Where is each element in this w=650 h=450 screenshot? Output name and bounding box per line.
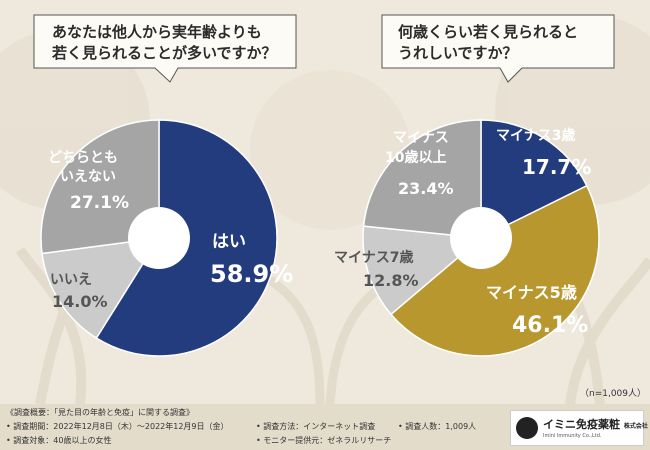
right-m10-label-line2: 10歳以上: [385, 149, 446, 166]
left-pie-slice-2: [40, 119, 160, 255]
right-pie-slice-2: [362, 225, 483, 316]
right-m3-label: マイナス3歳: [496, 127, 575, 144]
right-m10-value: 23.4%: [398, 179, 454, 198]
right-m3-value: 17.7%: [522, 155, 591, 179]
footer-provider: • モニター提供元：ゼネラルリサーチ: [256, 436, 392, 445]
right-labels: マイナス3歳 17.7% マイナス 10歳以上 23.4% マイナス7歳 12.…: [334, 127, 591, 338]
right-pie-slice-1: [389, 184, 600, 357]
footer-count: • 調査人数：1,009人: [398, 422, 477, 431]
right-m7-value: 12.8%: [363, 271, 419, 290]
right-question-line1: 何歳くらい若く見られると: [398, 23, 578, 41]
left-no-value: 14.0%: [52, 292, 108, 311]
right-m5-label: マイナス5歳: [486, 283, 577, 302]
left-yes-value: 58.9%: [210, 260, 293, 288]
left-pie-slice-1: [41, 237, 161, 340]
right-question-bubble: 何歳くらい若く見られると うれしいですか？: [381, 14, 615, 83]
logo-subtitle: Imini Immunity Co.,Ltd.: [543, 433, 602, 439]
footer-overview: 《調査概要：「見た目の年齢と免疫」に関する調査》: [6, 408, 194, 417]
right-m7-label: マイナス7歳: [334, 249, 413, 266]
company-logo: イミニ免疫薬粧 株式会社 Imini Immunity Co.,Ltd.: [510, 410, 648, 446]
right-pie-chart: [362, 119, 600, 357]
footer-target: • 調査対象：40歳以上の女性: [6, 436, 112, 445]
right-m5-value: 46.1%: [512, 313, 588, 338]
logo-name: イミニ免疫薬粧: [543, 418, 620, 431]
right-pie-slice-3: [362, 119, 482, 239]
left-question-line2: 若く見られることが多いですか？: [51, 44, 277, 62]
left-neutral-label-line2: いえない: [60, 169, 116, 185]
left-labels: はい 58.9% どちらとも いえない 27.1% いいえ 14.0%: [48, 150, 293, 311]
right-question-line2: うれしいですか？: [398, 44, 518, 62]
sample-size-note: （n=1,009人）: [580, 389, 647, 399]
left-pie-center-hole: [128, 207, 190, 269]
footer-period: • 調査期間：2022年12月8日（木）～2022年12月9日（金）: [6, 422, 229, 431]
left-pie-chart: [40, 119, 278, 357]
left-no-label: いいえ: [50, 272, 92, 288]
right-pie-slice-0: [480, 119, 588, 240]
right-m10-label-line1: マイナス: [393, 130, 449, 146]
logo-mark-icon: [516, 417, 538, 439]
left-question-bubble: あなたは他人から実年齢よりも 若く見られることが多いですか？: [33, 14, 297, 83]
logo-suffix: 株式会社: [623, 423, 648, 430]
footer-method: • 調査方法：インターネット調査: [256, 422, 376, 431]
left-neutral-value: 27.1%: [70, 193, 129, 213]
left-yes-label: はい: [212, 232, 246, 252]
left-question-line1: あなたは他人から実年齢よりも: [52, 23, 262, 41]
right-pie-center-hole: [450, 207, 512, 269]
left-neutral-label-line1: どちらとも: [48, 150, 118, 166]
